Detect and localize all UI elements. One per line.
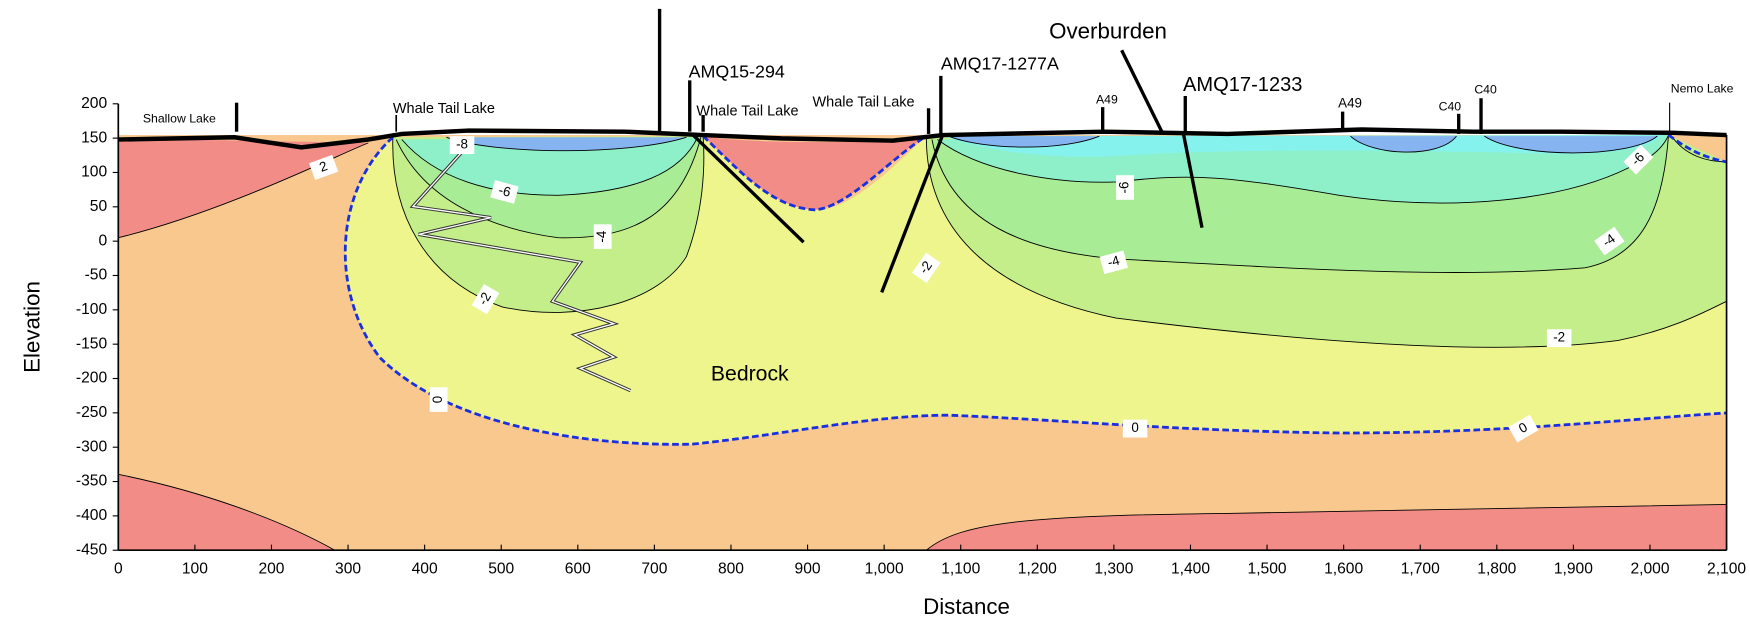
annotation: AMQ17-1233 — [1183, 74, 1302, 96]
x-tick-label: 800 — [718, 560, 744, 577]
contour-label: -8 — [456, 137, 468, 152]
contour-label: -4 — [1106, 252, 1122, 270]
y-tick-label: -400 — [76, 507, 108, 524]
annotation: AMQ15-294 — [689, 61, 785, 81]
plot: Distance Elevation 0 100 200 300 400 500 600 70… — [19, 8, 1746, 619]
x-tick-label: 2,100 — [1707, 560, 1746, 577]
contour-label-box — [471, 284, 500, 315]
contour-label-box — [490, 180, 519, 204]
y-tick-label: 0 — [98, 232, 107, 249]
contour-label-box — [1623, 144, 1654, 175]
annotation: C40 — [1439, 99, 1462, 113]
y-axis-title: Elevation — [19, 281, 44, 373]
y-tick-label: -250 — [76, 404, 108, 421]
y-tick-label: -100 — [76, 301, 108, 318]
x-tick-label: 1,600 — [1324, 560, 1363, 577]
contour-label-box — [1508, 414, 1539, 443]
tunnel-inner — [411, 150, 631, 392]
contour-label-box — [449, 136, 475, 155]
wells — [234, 8, 1671, 294]
contour-label: -4 — [594, 230, 609, 242]
annotation: AMQ17-1277A — [941, 53, 1059, 73]
x-tick-label: 100 — [182, 560, 208, 577]
contour-label-box — [1099, 250, 1129, 275]
x-tick-label: 300 — [335, 560, 361, 577]
annotation: Whale Tail Lake — [393, 101, 495, 117]
contour-label-box — [1546, 329, 1572, 348]
contour-lines — [118, 134, 1727, 551]
x-tick-label: 600 — [565, 560, 591, 577]
y-tick-label: -50 — [85, 267, 108, 284]
contour-label-box — [593, 224, 612, 249]
contour-label: -6 — [497, 182, 512, 200]
y-tick-label: 50 — [90, 198, 108, 215]
y-tick-label: -450 — [76, 541, 108, 558]
annotation: Shallow Lake — [143, 112, 216, 126]
zero-contour — [343, 133, 1727, 446]
annotation: A49 — [1096, 93, 1118, 107]
y-tick-label: -350 — [76, 473, 108, 490]
x-tick-label: 900 — [795, 560, 821, 577]
x-tick-label: 1,900 — [1554, 560, 1593, 577]
x-tick-label: 400 — [412, 560, 438, 577]
annotation: C40 — [1474, 83, 1497, 97]
x-tick-label: 1,800 — [1477, 560, 1516, 577]
contour-label-box — [911, 252, 941, 284]
x-tick-label: 2,000 — [1630, 560, 1669, 577]
annotation: Whale Tail Lake — [812, 95, 914, 111]
annotation: A49 — [1338, 95, 1362, 110]
x-tick-label: 700 — [641, 560, 667, 577]
contour-label-box — [1122, 419, 1148, 438]
x-tick-label: 200 — [258, 560, 284, 577]
y-tick-label: 150 — [81, 129, 107, 146]
ground-surface — [118, 127, 1727, 150]
x-tick-label: 1,400 — [1171, 560, 1210, 577]
contour-label-box — [429, 387, 448, 412]
contour-label: 0 — [430, 396, 445, 403]
annotation: Overburden — [1049, 18, 1167, 43]
x-tick-label: 0 — [114, 560, 123, 577]
contour-label-box — [309, 154, 339, 180]
x-tick-label: 1,300 — [1094, 560, 1133, 577]
annotation: Whale Tail Lake — [696, 103, 798, 119]
x-tick-label: 1,500 — [1248, 560, 1287, 577]
contour-label: -6 — [1117, 182, 1132, 194]
annotation: Nemo Lake — [1671, 82, 1734, 96]
axes — [117, 103, 1728, 552]
y-tick-label: -300 — [76, 438, 108, 455]
contour-label-box — [1594, 226, 1625, 256]
y-tick-label: -200 — [76, 370, 108, 387]
x-tick-label: 1,100 — [941, 560, 980, 577]
x-tick-label: 1,700 — [1401, 560, 1440, 577]
contour-fill — [118, 135, 1727, 551]
x-tick-label: 500 — [488, 560, 514, 577]
y-tick-label: 200 — [81, 95, 107, 112]
contour-label-box — [1116, 175, 1134, 200]
y-tick-label: -150 — [76, 335, 108, 352]
contour-label: 0 — [1131, 420, 1138, 435]
annotation: Bedrock — [711, 363, 789, 386]
x-tick-label: 1,000 — [865, 560, 904, 577]
x-axis-title: Distance — [923, 594, 1010, 619]
x-tick-label: 1,200 — [1018, 560, 1057, 577]
contour-label: -2 — [1553, 330, 1565, 345]
y-tick-label: 100 — [81, 164, 107, 181]
